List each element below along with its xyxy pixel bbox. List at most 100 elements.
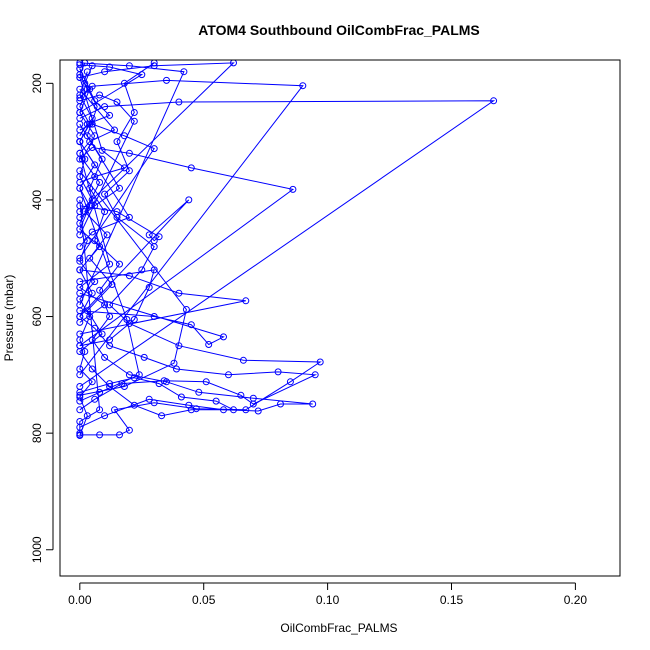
- data-point: [83, 120, 91, 128]
- data-point: [98, 330, 106, 338]
- series-17: [76, 196, 104, 437]
- data-point: [76, 85, 84, 93]
- data-point: [230, 406, 237, 414]
- data-point: [175, 289, 183, 297]
- data-point: [205, 341, 213, 348]
- data-point: [150, 237, 158, 245]
- data-point: [309, 400, 317, 408]
- y-axis: 200 400 600 800 1000: [30, 73, 54, 563]
- series-12: [76, 289, 227, 348]
- data-point: [76, 391, 84, 399]
- series-line: [79, 88, 116, 154]
- data-point: [145, 283, 153, 291]
- series-2: [76, 60, 324, 439]
- data-point: [76, 406, 84, 414]
- series-11: [76, 60, 188, 309]
- data-point: [150, 313, 158, 320]
- data-point: [76, 318, 84, 326]
- x-axis: 0.00 0.05 0.10 0.15 0.20: [68, 582, 587, 607]
- data-point: [83, 132, 91, 140]
- data-point: [212, 397, 220, 405]
- data-point: [81, 348, 89, 355]
- data-point: [289, 185, 297, 193]
- series-24: [76, 85, 118, 157]
- y-tick-label: 400: [30, 190, 44, 210]
- data-point: [125, 213, 133, 221]
- data-point: [177, 393, 185, 401]
- data-point: [76, 383, 84, 390]
- data-point: [101, 412, 109, 420]
- data-point: [130, 109, 138, 116]
- data-point: [76, 74, 84, 81]
- series-8: [76, 144, 297, 350]
- data-point: [98, 155, 106, 163]
- data-point: [180, 68, 188, 76]
- series-20: [76, 149, 114, 326]
- data-point: [106, 260, 114, 268]
- series-line: [79, 123, 155, 259]
- data-point: [249, 400, 257, 408]
- data-point: [158, 412, 166, 420]
- y-tick-label: 1000: [30, 536, 44, 563]
- y-axis-label: Pressure (mbar): [2, 275, 16, 362]
- data-point: [316, 358, 324, 366]
- data-point: [299, 82, 307, 90]
- data-point: [286, 378, 294, 386]
- data-point: [76, 94, 84, 102]
- data-point: [101, 301, 109, 309]
- data-point: [138, 266, 146, 274]
- series-23: [76, 61, 146, 116]
- data-point: [116, 184, 123, 192]
- data-point: [91, 202, 99, 210]
- data-point: [173, 365, 180, 373]
- data-point: [101, 103, 109, 111]
- data-point: [91, 278, 99, 286]
- data-point: [76, 418, 84, 425]
- chart-title: ATOM4 Southbound OilCombFrac_PALMS: [198, 22, 480, 38]
- y-tick-label: 200: [30, 73, 44, 93]
- x-tick-label: 0.15: [440, 593, 464, 607]
- data-point: [225, 371, 232, 379]
- data-point: [113, 138, 121, 146]
- data-point: [86, 254, 94, 262]
- data-point: [125, 272, 133, 280]
- data-point: [76, 243, 84, 251]
- series-line: [79, 62, 235, 212]
- data-point: [242, 297, 250, 305]
- series-line: [79, 269, 246, 335]
- data-point: [145, 395, 153, 403]
- data-point: [76, 97, 84, 105]
- series-10: [76, 196, 193, 320]
- data-point: [76, 178, 84, 186]
- data-point: [76, 196, 84, 204]
- data-point: [76, 307, 84, 315]
- data-point: [170, 359, 178, 367]
- data-point: [135, 371, 143, 379]
- data-point: [76, 342, 84, 350]
- data-point: [86, 313, 94, 320]
- series-line: [79, 269, 155, 347]
- data-point: [113, 98, 121, 106]
- plot-frame: [59, 59, 621, 577]
- series-14: [76, 120, 158, 262]
- series-25: [76, 74, 128, 186]
- data-point: [254, 407, 262, 415]
- data-point: [88, 228, 96, 236]
- data-point: [116, 431, 123, 439]
- data-point: [120, 383, 128, 390]
- series-21: [76, 138, 133, 251]
- data-point: [91, 395, 99, 403]
- series-line: [79, 292, 225, 346]
- data-point: [91, 97, 99, 105]
- series-line: [79, 62, 96, 436]
- data-point: [83, 68, 91, 76]
- data-point: [125, 149, 133, 157]
- data-point: [76, 167, 84, 175]
- data-point: [277, 400, 284, 408]
- data-point: [130, 401, 138, 409]
- series-line: [79, 146, 295, 347]
- series-line: [79, 170, 187, 396]
- series-line: [79, 199, 101, 434]
- data-point: [96, 286, 104, 294]
- series-line: [79, 68, 111, 137]
